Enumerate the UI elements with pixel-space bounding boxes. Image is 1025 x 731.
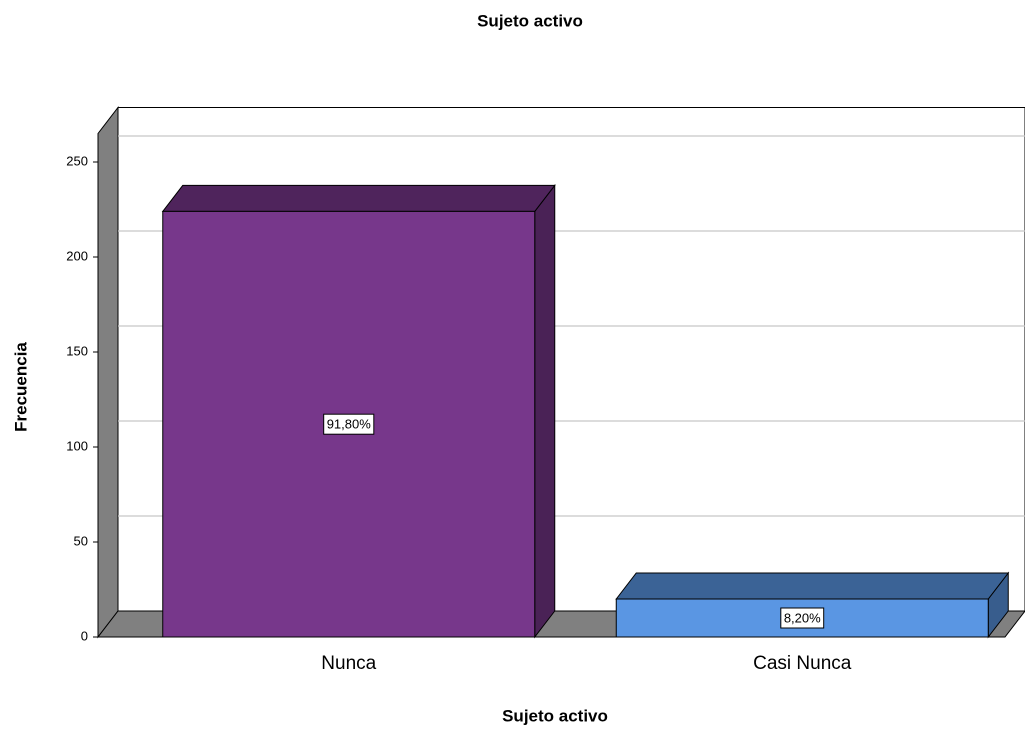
y-tick-label: 0 [81, 628, 88, 643]
x-tick-label: Nunca [321, 653, 376, 674]
y-tick-label: 150 [66, 343, 88, 358]
chart-title: Sujeto activo [477, 11, 583, 30]
bar-side [534, 183, 556, 639]
y-tick-label: 250 [66, 153, 88, 168]
bar-top [161, 184, 556, 212]
y-tick-label: 200 [66, 248, 88, 263]
bar-top [615, 572, 1010, 600]
bar-front [615, 598, 989, 638]
y-axis-title: Frecuencia [11, 342, 30, 432]
left-wall [97, 106, 119, 639]
x-axis-title: Sujeto activo [502, 706, 608, 725]
bar [161, 183, 556, 639]
y-tick-label: 100 [66, 438, 88, 453]
data-label: 91,80% [327, 417, 372, 432]
data-label-box [323, 413, 375, 435]
y-tick-label: 50 [74, 533, 88, 548]
bar [615, 571, 1010, 639]
x-tick-label: Casi Nunca [753, 653, 852, 674]
data-label: 8,20% [784, 610, 821, 625]
data-label-box [780, 607, 825, 629]
